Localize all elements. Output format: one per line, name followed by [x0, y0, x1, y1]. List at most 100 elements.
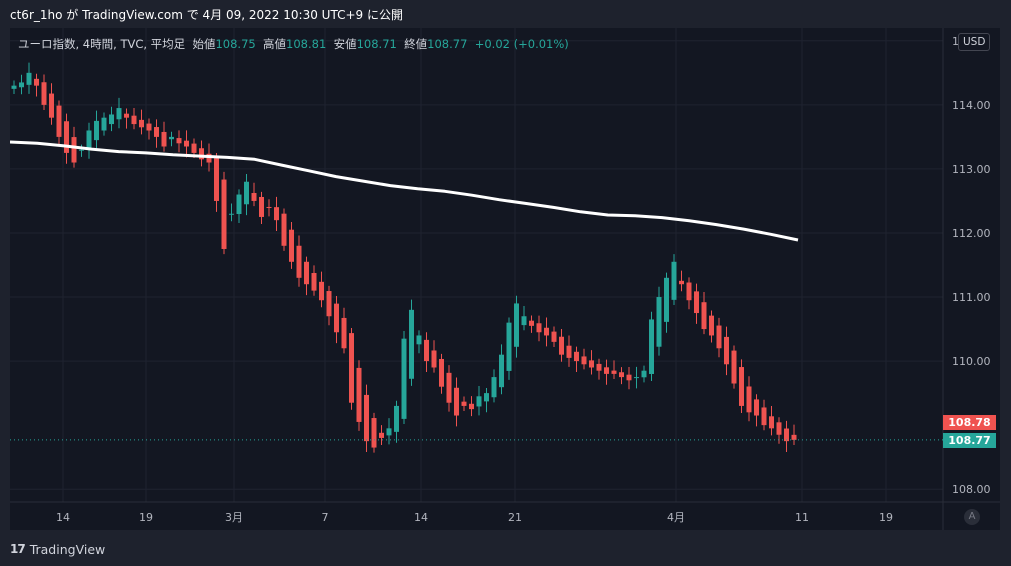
publish-text: ct6r_1ho が TradingView.com で 4月 09, 2022…: [10, 7, 403, 22]
moving-average: [10, 140, 799, 242]
candle-body: [116, 108, 122, 120]
candle-body: [769, 416, 774, 429]
candle-body: [109, 114, 114, 125]
candle-body: [236, 194, 242, 215]
close-value: 108.77: [427, 37, 468, 51]
candle-body: [394, 405, 399, 432]
x-tick-label[interactable]: 7: [322, 511, 329, 524]
grid: [10, 28, 943, 502]
x-tick-label[interactable]: 21: [508, 511, 522, 524]
x-tick-label[interactable]: 14: [56, 511, 70, 524]
candle-body: [589, 360, 594, 368]
candle-body: [536, 323, 542, 333]
ma-line: [10, 140, 799, 242]
high-value: 108.81: [286, 37, 327, 51]
x-tick-label[interactable]: 14: [414, 511, 428, 524]
candle-body: [41, 82, 47, 105]
candle-body: [641, 370, 647, 378]
candle-body: [431, 350, 437, 368]
candle-body: [619, 372, 624, 378]
price-chart[interactable]: 115.00114.00113.00112.00111.00110.00108.…: [10, 28, 1000, 530]
candle-body: [251, 193, 257, 201]
candle-body: [709, 315, 714, 336]
candle-body: [671, 261, 677, 300]
candle-body: [596, 363, 602, 371]
candle-body: [679, 280, 684, 285]
y-tick-label[interactable]: 114.00: [952, 99, 991, 112]
candle-body: [791, 434, 797, 440]
candle-body: [461, 401, 467, 406]
x-axis-labels[interactable]: 14 19 3月 7 14 21 4月 11 19: [56, 511, 893, 524]
candle-body: [746, 386, 752, 413]
open-label: 始値: [192, 37, 216, 51]
y-tick-label[interactable]: 108.00: [952, 483, 991, 496]
currency-button[interactable]: USD: [958, 33, 991, 51]
candle-body: [101, 117, 107, 131]
candle-body: [146, 123, 152, 131]
low-value: 108.71: [356, 37, 397, 51]
axis-separators: [10, 28, 1000, 530]
x-tick-label[interactable]: 3月: [225, 511, 243, 524]
low-label: 安値: [333, 37, 357, 51]
candle-body: [446, 372, 452, 403]
candle-body: [94, 120, 99, 141]
candle-body: [761, 407, 767, 426]
candle-body: [626, 374, 632, 381]
candle-body: [701, 302, 707, 330]
candle-body: [221, 179, 227, 249]
candle-body: [131, 115, 137, 125]
candle-body: [304, 261, 309, 285]
candle-body: [784, 428, 789, 442]
candle-body: [454, 387, 459, 416]
candle-body: [754, 399, 759, 416]
candle-body: [214, 158, 219, 201]
candle-body: [529, 320, 534, 326]
candle-body: [49, 93, 54, 118]
candle-body: [334, 303, 339, 333]
candle-body: [371, 418, 377, 448]
candle-body: [476, 396, 482, 407]
candle-body: [26, 72, 32, 85]
candle-body: [409, 309, 414, 379]
close-label: 終値: [404, 37, 428, 51]
x-tick-label[interactable]: 11: [795, 511, 809, 524]
candle-body: [484, 393, 489, 402]
candle-body: [439, 358, 444, 387]
y-tick-label[interactable]: 112.00: [952, 227, 991, 240]
chart-area[interactable]: 115.00114.00113.00112.00111.00110.00108.…: [10, 28, 1000, 530]
candle-body: [424, 339, 429, 362]
candle-body: [56, 105, 62, 137]
x-tick-label[interactable]: 4月: [667, 511, 685, 524]
candle-body: [311, 273, 317, 291]
tradingview-logo-icon: 17: [10, 542, 26, 556]
candle-body: [386, 428, 392, 436]
candle-body: [191, 143, 197, 153]
candle-body: [521, 316, 527, 326]
candle-body: [124, 113, 129, 118]
candle-body: [581, 356, 587, 365]
candle-body: [356, 367, 362, 422]
ohlc-legend: ユーロ指数, 4時間, TVC, 平均足 始値108.75 高値108.81 安…: [18, 36, 569, 52]
y-tick-label[interactable]: 113.00: [952, 163, 991, 176]
y-tick-label[interactable]: 111.00: [952, 291, 991, 304]
x-tick-label[interactable]: 19: [879, 511, 893, 524]
candle-body: [364, 394, 369, 442]
x-tick-label[interactable]: 19: [139, 511, 153, 524]
candle-body: [326, 291, 332, 317]
y-axis-labels[interactable]: 115.00114.00113.00112.00111.00110.00108.…: [952, 35, 991, 496]
candle-body: [379, 432, 384, 438]
candle-body: [664, 277, 669, 322]
candle-body: [266, 206, 272, 208]
candle-body: [551, 331, 557, 342]
candles: [11, 62, 797, 453]
auto-scale-button[interactable]: A: [964, 509, 980, 525]
open-value: 108.75: [215, 37, 256, 51]
candle-body: [739, 367, 744, 406]
candle-body: [64, 121, 69, 153]
candle-body: [724, 336, 729, 365]
footer: 17 TradingView: [10, 539, 105, 559]
change-value: +0.02 (+0.01%): [474, 37, 569, 51]
candle-body: [206, 153, 212, 163]
candle-body: [499, 354, 504, 388]
y-tick-label[interactable]: 110.00: [952, 355, 991, 368]
